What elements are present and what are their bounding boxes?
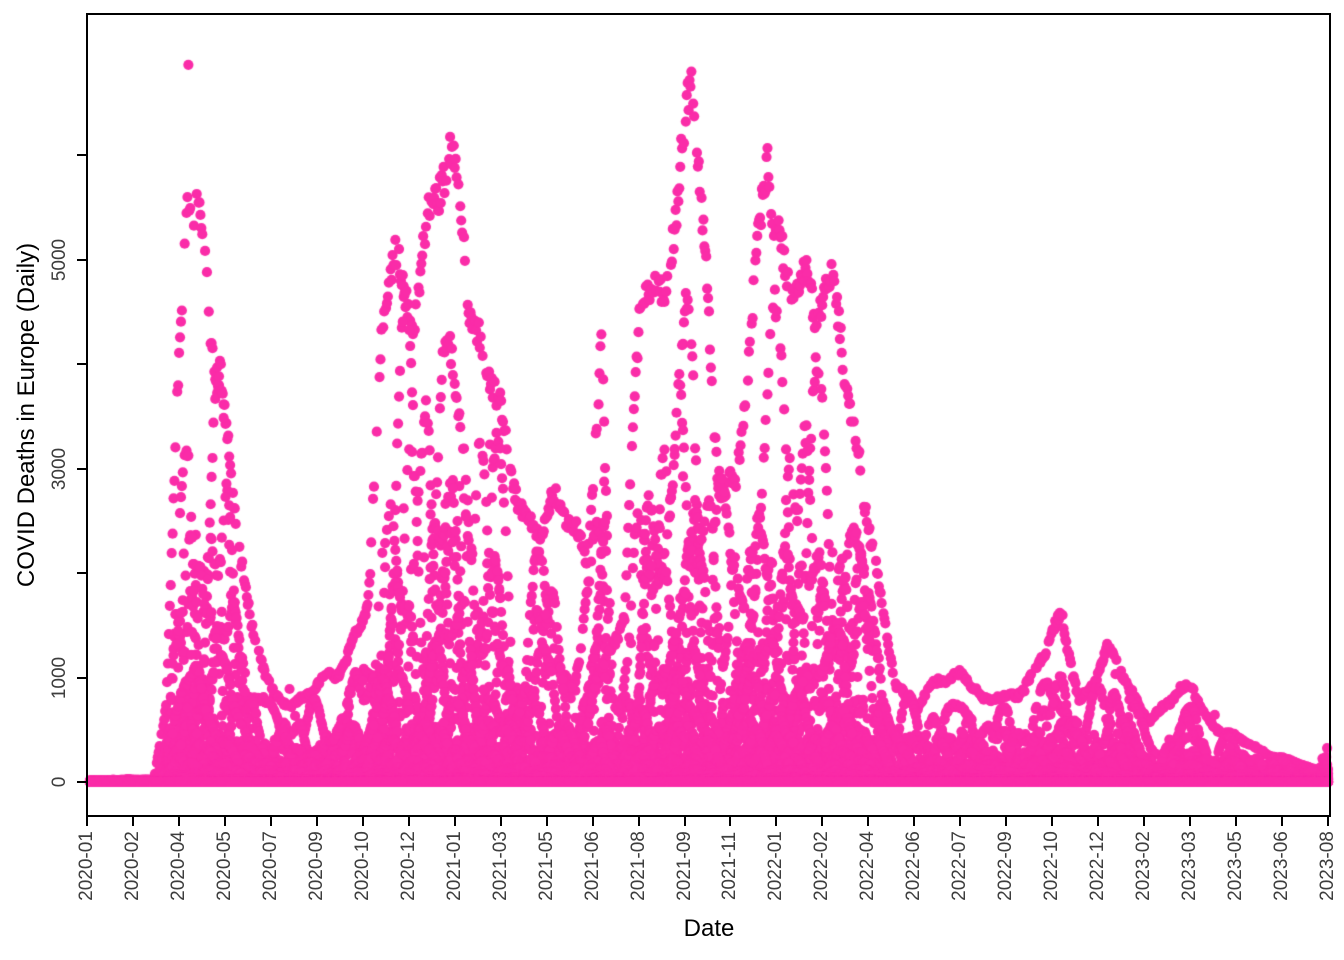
x-tick-label: 2022-10 <box>1041 831 1063 901</box>
x-tick-label: 2021-11 <box>719 831 741 901</box>
x-tick-mark <box>1097 817 1100 826</box>
x-tick-mark <box>407 817 410 826</box>
x-tick-label: 2022-09 <box>995 831 1017 901</box>
x-tick-label: 2020-12 <box>397 831 419 901</box>
y-tick-mark <box>77 363 86 365</box>
x-tick-label: 2023-03 <box>1179 831 1201 901</box>
y-tick-label: 5000 <box>49 238 70 281</box>
x-tick-label: 2022-06 <box>903 831 925 901</box>
x-tick-label: 2021-01 <box>443 831 465 901</box>
x-tick-mark <box>86 817 88 826</box>
x-tick-mark <box>775 817 778 826</box>
x-tick-label: 2020-10 <box>351 831 373 901</box>
x-tick-label: 2021-05 <box>535 831 557 901</box>
x-tick-label: 2022-01 <box>765 831 787 901</box>
x-tick-label: 2020-01 <box>76 831 97 901</box>
x-tick-label: 2020-02 <box>121 831 143 901</box>
x-tick-mark <box>361 817 364 826</box>
x-tick-mark <box>223 817 226 826</box>
y-tick-mark <box>77 676 86 679</box>
y-tick-mark <box>77 467 86 470</box>
x-tick-label: 2020-09 <box>305 831 327 901</box>
x-axis-title: Date <box>683 915 735 942</box>
x-tick-label: 2020-07 <box>259 831 281 901</box>
plot-area-border <box>86 13 1331 817</box>
y-tick-mark <box>77 572 86 574</box>
x-tick-mark <box>959 817 962 826</box>
x-tick-label: 2023-06 <box>1271 831 1293 901</box>
x-tick-mark <box>1281 817 1284 826</box>
x-tick-label: 2023-02 <box>1133 831 1155 901</box>
x-tick-label: 2021-09 <box>673 831 695 901</box>
x-tick-label: 2021-03 <box>489 831 511 901</box>
x-tick-mark <box>499 817 502 826</box>
x-tick-label: 2022-07 <box>949 831 971 901</box>
x-tick-mark <box>729 817 732 826</box>
y-axis-title: COVID Deaths in Europe (Daily) <box>13 242 40 588</box>
x-tick-mark <box>177 817 180 826</box>
y-tick-mark <box>77 781 86 783</box>
x-tick-label: 2023-05 <box>1225 831 1247 901</box>
x-tick-label: 2020-05 <box>213 831 235 901</box>
x-tick-mark <box>637 817 640 826</box>
x-tick-mark <box>545 817 548 826</box>
x-tick-mark <box>683 817 686 826</box>
x-tick-mark <box>1005 817 1008 826</box>
x-tick-mark <box>131 817 134 826</box>
x-tick-label: 2022-04 <box>857 831 879 901</box>
x-tick-label: 2020-04 <box>167 831 189 901</box>
x-tick-mark <box>867 817 870 826</box>
x-tick-label: 2021-06 <box>581 831 603 901</box>
x-tick-label: 2023-08 <box>1317 831 1338 901</box>
y-tick-label: 3000 <box>49 447 70 490</box>
x-tick-mark <box>269 817 272 826</box>
x-tick-mark <box>453 817 456 826</box>
x-tick-label: 2022-12 <box>1087 831 1109 901</box>
x-tick-mark <box>591 817 594 826</box>
x-tick-mark <box>1189 817 1192 826</box>
x-tick-mark <box>1235 817 1238 826</box>
y-tick-mark <box>77 258 86 261</box>
x-tick-label: 2022-02 <box>811 831 833 901</box>
x-tick-mark <box>1327 817 1329 826</box>
y-tick-mark <box>77 154 86 156</box>
x-tick-mark <box>913 817 916 826</box>
y-tick-label: 0 <box>49 776 70 788</box>
x-tick-mark <box>1143 817 1146 826</box>
y-tick-label: 1000 <box>49 656 70 699</box>
x-tick-label: 2021-08 <box>627 831 649 901</box>
x-tick-mark <box>1051 817 1054 826</box>
x-tick-mark <box>315 817 318 826</box>
x-tick-mark <box>821 817 824 826</box>
